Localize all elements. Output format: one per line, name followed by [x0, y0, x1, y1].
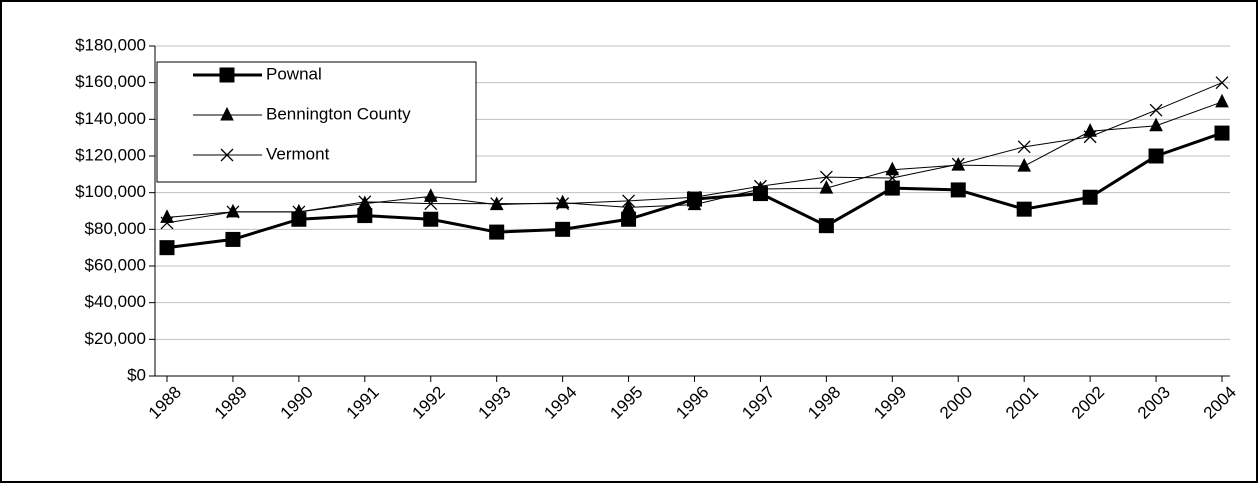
marker	[1082, 189, 1098, 205]
marker	[1149, 117, 1163, 132]
marker	[555, 221, 571, 237]
y-tick-label: $60,000	[85, 255, 146, 274]
marker	[885, 161, 900, 176]
marker	[358, 195, 372, 209]
y-tick-label: $100,000	[75, 182, 146, 201]
marker	[1215, 76, 1229, 90]
y-tick-label: $160,000	[75, 72, 146, 91]
marker	[688, 190, 701, 204]
marker	[950, 182, 966, 198]
marker	[884, 180, 900, 196]
marker	[687, 196, 702, 211]
marker	[1215, 93, 1229, 108]
marker	[819, 179, 834, 194]
marker	[1017, 140, 1031, 154]
marker	[819, 170, 833, 184]
legend-label: Vermont	[266, 144, 330, 163]
y-tick-label: $0	[127, 365, 146, 384]
y-tick-label: $120,000	[75, 145, 146, 164]
marker	[1148, 148, 1164, 164]
marker	[1083, 130, 1097, 144]
marker	[226, 205, 240, 219]
marker	[219, 67, 235, 83]
marker	[357, 208, 373, 224]
marker	[1016, 201, 1032, 217]
marker	[225, 231, 241, 247]
marker	[292, 203, 306, 218]
marker	[489, 224, 505, 240]
marker	[1214, 125, 1230, 141]
marker	[621, 199, 636, 213]
marker	[160, 216, 174, 230]
y-tick-label: $20,000	[85, 329, 146, 348]
y-tick-label: $80,000	[85, 219, 146, 238]
marker	[220, 148, 234, 162]
marker	[951, 157, 965, 171]
marker	[423, 211, 439, 227]
marker	[555, 194, 570, 209]
marker	[1017, 157, 1031, 172]
legend-label: Pownal	[266, 64, 322, 83]
marker	[292, 205, 306, 219]
marker	[753, 180, 768, 195]
marker	[423, 188, 438, 202]
marker	[753, 179, 767, 193]
marker	[622, 194, 636, 208]
marker	[159, 240, 175, 256]
y-tick-label: $180,000	[75, 35, 146, 54]
marker	[818, 218, 834, 234]
marker	[556, 197, 570, 211]
marker	[885, 171, 899, 185]
legend-box	[156, 61, 477, 183]
marker	[490, 197, 504, 211]
marker	[424, 197, 438, 211]
legend-label: Bennington County	[266, 104, 411, 123]
marker	[220, 106, 234, 121]
y-tick-label: $140,000	[75, 109, 146, 128]
marker	[226, 203, 240, 218]
y-tick-label: $40,000	[85, 292, 146, 311]
marker	[1149, 103, 1163, 117]
marker	[621, 211, 637, 227]
